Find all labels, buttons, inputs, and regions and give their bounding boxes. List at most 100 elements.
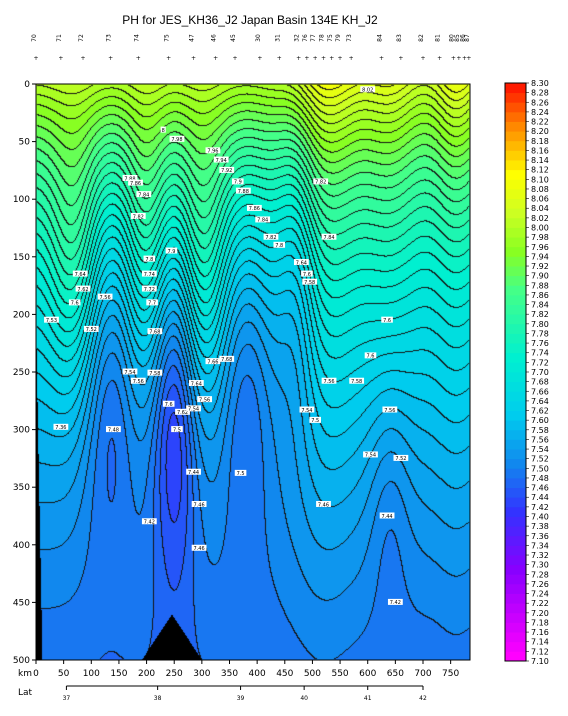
- contour-label-text: 7.84: [323, 235, 334, 241]
- contour-label-text: 7.68: [149, 329, 160, 335]
- colorbar-swatch: [505, 237, 526, 248]
- x-tick-label: 450: [276, 669, 293, 679]
- contour-label-bg: [313, 178, 329, 185]
- colorbar-label: 8.26: [531, 98, 549, 107]
- contour-label-bg: [136, 191, 152, 198]
- station-label: 78: [318, 34, 325, 42]
- y-tick-label: 150: [13, 253, 30, 263]
- colorbar-label: 7.92: [531, 262, 549, 271]
- colorbar-label: 7.40: [531, 513, 549, 522]
- contour-label-bg: [75, 285, 91, 292]
- contour-label-text: 7.62: [77, 287, 88, 293]
- lat-tick-label: 41: [364, 695, 372, 702]
- station-marker: +: [437, 55, 442, 62]
- colorbar-label: 7.10: [531, 657, 549, 666]
- station-label: 47: [189, 34, 196, 42]
- contour-label: 7.58: [302, 278, 318, 286]
- contour-label-bg: [141, 518, 157, 525]
- contour-label-bg: [44, 316, 59, 323]
- contour-label-bg: [186, 405, 201, 412]
- colorbar-label: 7.46: [531, 484, 549, 493]
- contour-label-text: 7.9: [234, 180, 242, 186]
- colorbar-swatch: [505, 102, 526, 113]
- station-label: 30: [255, 34, 262, 42]
- contour-label-text: 7.56: [199, 397, 210, 403]
- contour-label-text: 7.88: [238, 189, 249, 195]
- y-tick-label: 250: [13, 368, 30, 378]
- colorbar-label: 7.30: [531, 561, 549, 570]
- x-tick-label: 600: [359, 669, 376, 679]
- station-label: 46: [211, 34, 218, 42]
- contour-label: 7.96: [205, 147, 221, 155]
- colorbar-label: 8.06: [531, 195, 549, 204]
- contour-label-bg: [160, 126, 166, 133]
- contour-label: 7.54: [363, 451, 378, 459]
- colorbar-swatch: [505, 140, 526, 151]
- contour-label: 7.56: [382, 406, 398, 414]
- contour-label-text: 7.36: [55, 425, 66, 431]
- colorbar-label: 7.44: [531, 493, 549, 502]
- x-tick-label: 150: [110, 669, 127, 679]
- x-tick-label: 50: [58, 669, 70, 679]
- colorbar-swatch: [505, 131, 526, 142]
- contour-label-text: 7.82: [265, 235, 276, 241]
- colorbar-swatch: [505, 583, 526, 594]
- contour-label: 7.46: [316, 500, 331, 508]
- station-label: 83: [396, 34, 403, 42]
- colorbar-swatch: [505, 304, 526, 315]
- colorbar-swatch: [505, 266, 526, 277]
- station-label: 81: [435, 34, 442, 42]
- contour-label-text: 7.42: [144, 520, 155, 526]
- station-marker: +: [213, 55, 218, 62]
- contour-label: 7.84: [321, 233, 337, 241]
- station-marker: +: [304, 55, 309, 62]
- contour-label-bg: [130, 212, 146, 219]
- station-marker: +: [466, 55, 471, 62]
- contour-label: 7.9: [165, 247, 178, 255]
- colorbar-swatch: [505, 516, 526, 527]
- contour-label-text: 7.56: [323, 379, 334, 385]
- station-label: 73: [106, 34, 113, 42]
- contour-label-text: 7.94: [216, 158, 227, 164]
- contour-label-text: 7.52: [395, 456, 406, 462]
- chart-title: PH for JES_KH36_J2 Japan Basin 134E KH_J…: [122, 13, 378, 27]
- y-tick-label: 500: [13, 656, 30, 666]
- colorbar-swatch: [505, 391, 526, 402]
- contour-label-bg: [188, 380, 204, 387]
- contour-label: 7.6: [381, 316, 393, 324]
- colorbar-swatch: [505, 275, 526, 286]
- colorbar-swatch: [505, 612, 526, 623]
- contour-label: 7.53: [44, 316, 59, 324]
- colorbar-swatch: [505, 429, 526, 440]
- contour-label: 7.86: [246, 204, 262, 212]
- colorbar-label: 7.94: [531, 252, 549, 261]
- colorbar-swatch: [505, 555, 526, 566]
- colorbar-label: 8.04: [531, 204, 549, 213]
- contour-label: 7.64: [72, 270, 88, 278]
- station-label: 80: [448, 34, 455, 42]
- contour-label-bg: [175, 408, 190, 415]
- colorbar-swatch: [505, 352, 526, 363]
- station-label: 85: [454, 34, 461, 42]
- contour-label: 7.68: [219, 355, 235, 363]
- contour-label: 7.8: [143, 255, 156, 263]
- contour-label-text: 7.86: [130, 181, 141, 187]
- station-marker: +: [451, 55, 456, 62]
- latitude-axis: 37 38 39 40 41 42: [63, 685, 427, 702]
- contour-label: 7.56: [97, 293, 113, 301]
- contour-label-bg: [147, 328, 163, 335]
- y-tick-label: 350: [13, 483, 30, 493]
- contour-label: 7.56: [197, 396, 213, 403]
- station-label: 75: [327, 34, 334, 42]
- contour-label-text: 7.8: [275, 243, 283, 249]
- contour-label-bg: [53, 423, 69, 430]
- contour-label: 7.54: [186, 405, 201, 413]
- colorbar-label: 7.84: [531, 301, 549, 310]
- contour-label: 7.5: [171, 426, 183, 433]
- contour-label-text: 7.82: [315, 180, 326, 186]
- x-tick-label: 650: [387, 669, 404, 679]
- colorbar-label: 7.34: [531, 541, 549, 550]
- colorbar-swatch: [505, 593, 526, 604]
- colorbar-swatch: [505, 506, 526, 517]
